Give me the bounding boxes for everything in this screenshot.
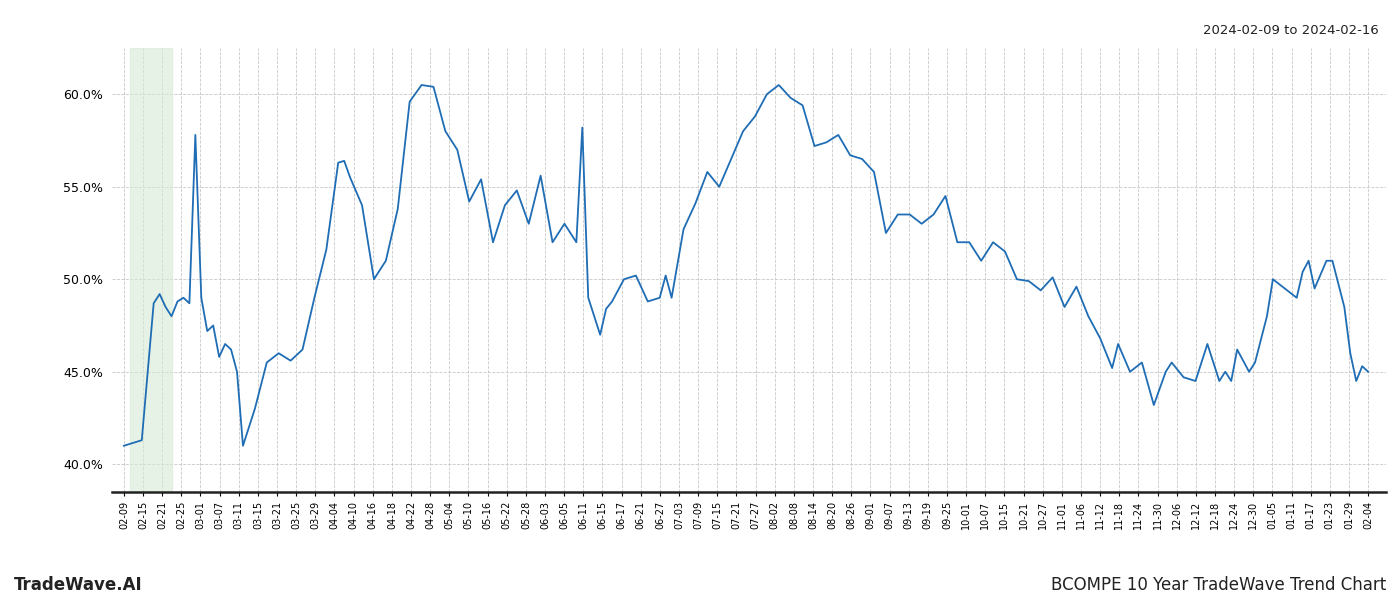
Text: BCOMPE 10 Year TradeWave Trend Chart: BCOMPE 10 Year TradeWave Trend Chart (1051, 576, 1386, 594)
Bar (130, 48, 172, 492)
Text: 2024-02-09 to 2024-02-16: 2024-02-09 to 2024-02-16 (1203, 24, 1379, 37)
Text: TradeWave.AI: TradeWave.AI (14, 576, 143, 594)
